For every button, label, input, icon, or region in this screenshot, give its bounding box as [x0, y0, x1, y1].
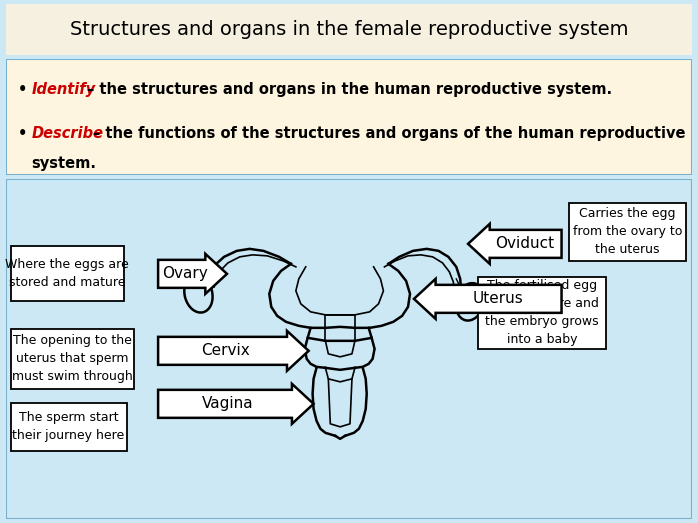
- FancyBboxPatch shape: [10, 246, 124, 301]
- Text: system.: system.: [31, 156, 97, 171]
- Text: Identify: Identify: [31, 82, 96, 97]
- Text: Describe: Describe: [31, 126, 104, 141]
- Ellipse shape: [456, 283, 484, 321]
- FancyBboxPatch shape: [10, 329, 133, 389]
- Polygon shape: [158, 384, 313, 424]
- Text: The fertilised egg
implants here and
the embryo grows
into a baby: The fertilised egg implants here and the…: [485, 279, 599, 346]
- FancyBboxPatch shape: [0, 1, 698, 58]
- FancyBboxPatch shape: [478, 277, 606, 349]
- Ellipse shape: [184, 275, 213, 313]
- Text: Vagina: Vagina: [202, 396, 254, 411]
- Text: Structures and organs in the female reproductive system: Structures and organs in the female repr…: [70, 20, 628, 39]
- Text: The sperm start
their journey here: The sperm start their journey here: [13, 411, 125, 442]
- Text: •: •: [18, 126, 27, 141]
- Text: Carries the egg
from the ovary to
the uterus: Carries the egg from the ovary to the ut…: [573, 207, 682, 256]
- FancyBboxPatch shape: [10, 403, 126, 451]
- Text: Cervix: Cervix: [201, 343, 250, 358]
- Text: •: •: [18, 82, 27, 97]
- Text: – the functions of the structures and organs of the human reproductive: – the functions of the structures and or…: [94, 126, 686, 141]
- FancyBboxPatch shape: [6, 179, 692, 519]
- Text: Oviduct: Oviduct: [495, 236, 554, 252]
- FancyBboxPatch shape: [6, 59, 692, 175]
- FancyBboxPatch shape: [570, 203, 685, 261]
- Polygon shape: [158, 331, 309, 371]
- Text: The opening to the
uterus that sperm
must swim through: The opening to the uterus that sperm mus…: [12, 334, 133, 383]
- Text: Ovary: Ovary: [162, 266, 207, 281]
- Polygon shape: [414, 279, 562, 319]
- Polygon shape: [468, 224, 562, 264]
- Text: Uterus: Uterus: [473, 291, 523, 306]
- Polygon shape: [158, 254, 227, 294]
- Text: – the structures and organs in the human reproductive system.: – the structures and organs in the human…: [87, 82, 611, 97]
- Text: Where the eggs are
stored and mature: Where the eggs are stored and mature: [5, 258, 129, 289]
